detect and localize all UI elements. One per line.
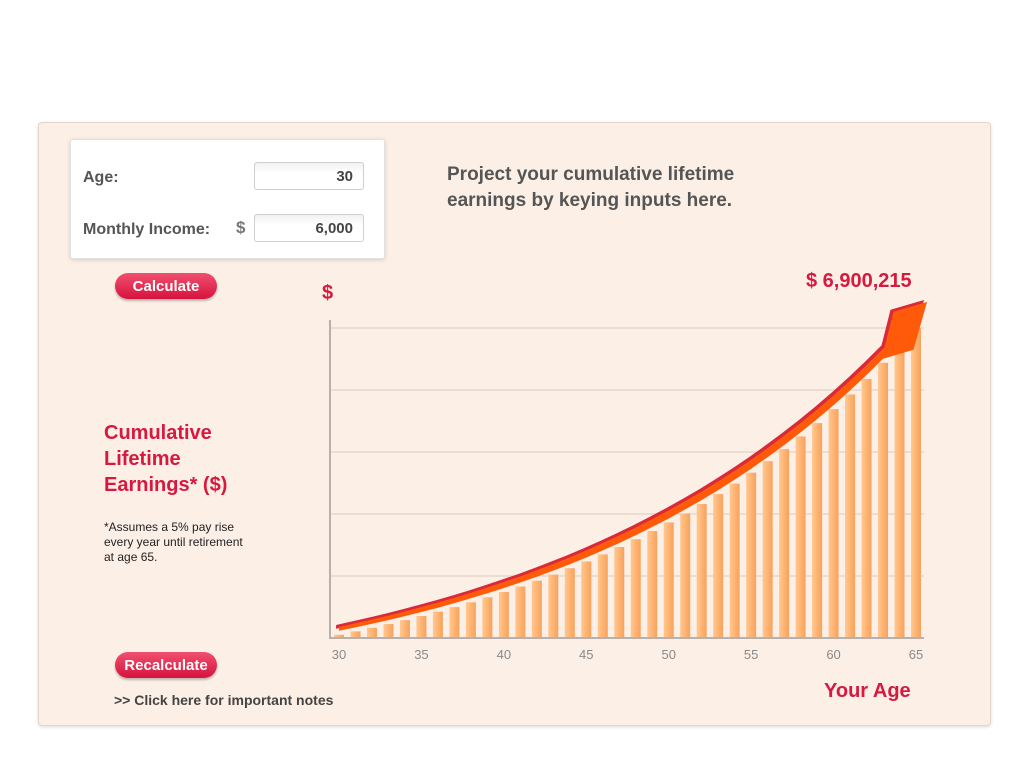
age-label: Age:: [83, 169, 119, 186]
intro-text: Project your cumulative lifetime earning…: [447, 164, 735, 211]
recalculate-button[interactable]: Recalculate: [115, 652, 217, 678]
bar-age-40: [498, 592, 509, 638]
bar-age-37: [449, 607, 460, 638]
bar-age-42: [531, 580, 542, 638]
bar-age-34: [399, 620, 410, 638]
bar-age-38: [465, 602, 476, 638]
bar-age-33: [383, 624, 394, 638]
x-tick-label: 30: [332, 647, 346, 662]
bar-age-55: [746, 472, 757, 638]
bar-age-44: [564, 568, 575, 638]
bar-age-60: [828, 409, 839, 638]
x-tick-label: 55: [744, 647, 758, 662]
bar-age-64: [894, 345, 905, 638]
x-tick-label: 40: [497, 647, 511, 662]
bar-age-57: [779, 449, 790, 638]
chart-bars: [334, 328, 921, 638]
bar-age-30: [334, 634, 344, 638]
bar-age-50: [663, 522, 674, 638]
x-tick-label: 45: [579, 647, 593, 662]
chart-y-axis-label: $: [322, 282, 334, 304]
x-tick-label: 50: [661, 647, 675, 662]
bar-age-63: [878, 362, 889, 638]
chart-side-title: Cumulative Lifetime Earnings* ($): [104, 422, 228, 496]
x-tick-label: 60: [826, 647, 840, 662]
age-input[interactable]: [254, 162, 364, 190]
chart-x-axis-label: Your Age: [824, 680, 911, 702]
calculate-button[interactable]: Calculate: [115, 273, 217, 299]
bar-age-35: [416, 615, 427, 638]
chart-x-ticks: 30 35 40 45 50 55 60 65: [332, 647, 923, 662]
bar-age-48: [630, 539, 641, 638]
x-tick-label: 65: [909, 647, 923, 662]
bar-age-45: [581, 561, 592, 638]
bar-age-52: [696, 503, 707, 638]
bar-age-56: [762, 461, 773, 638]
monthly-income-input[interactable]: [254, 214, 364, 242]
bar-age-32: [366, 627, 377, 638]
bar-age-41: [515, 586, 526, 638]
assumption-note: *Assumes a 5% pay rise every year until …: [104, 520, 243, 564]
important-notes-link[interactable]: >> Click here for important notes: [114, 692, 334, 708]
bar-age-61: [845, 394, 856, 638]
bar-age-46: [597, 554, 608, 638]
chart-total-label: $ 6,900,215: [806, 270, 912, 292]
bar-age-62: [861, 379, 872, 638]
bar-age-39: [482, 597, 493, 638]
bar-age-54: [729, 483, 740, 638]
bar-age-58: [795, 436, 806, 638]
chart-axes: [329, 320, 924, 639]
monthly-income-label: Monthly Income:: [83, 221, 211, 238]
currency-symbol: $: [236, 218, 246, 237]
bar-age-59: [812, 423, 823, 638]
bar-age-47: [614, 547, 625, 638]
bar-age-31: [350, 631, 361, 638]
bar-age-36: [432, 611, 443, 638]
bar-age-51: [680, 513, 691, 638]
bar-age-65: [911, 328, 921, 638]
bar-age-49: [647, 531, 658, 638]
bar-age-53: [713, 494, 724, 638]
x-tick-label: 35: [414, 647, 428, 662]
bar-age-43: [548, 574, 559, 638]
